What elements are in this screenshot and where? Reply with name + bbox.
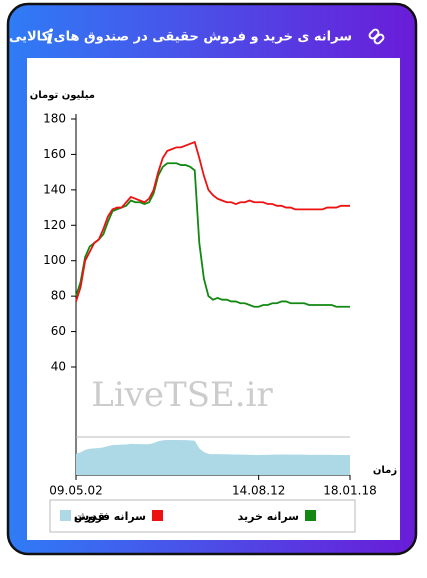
link-icon[interactable] — [368, 28, 385, 45]
legend-label: سرانه خرید — [238, 510, 299, 523]
x-tick-label: 09.05.02 — [49, 484, 102, 498]
y-tick-label: 40 — [51, 360, 66, 374]
y-tick-label: 100 — [43, 253, 66, 267]
title: سرانه ی خرید و فروش حقیقی در صندوق های ک… — [9, 30, 352, 45]
x-axis-label: زمان — [373, 465, 397, 476]
y-tick-label: 120 — [43, 218, 66, 232]
navigator-area — [76, 440, 350, 475]
y-tick-label: 180 — [43, 112, 66, 126]
y-axis-label: میلیون تومان — [30, 90, 95, 101]
legend-swatch — [305, 510, 316, 521]
legend-swatch — [60, 510, 71, 521]
y-tick-label: 60 — [51, 324, 66, 338]
y-tick-label: 140 — [43, 182, 66, 196]
legend — [49, 499, 356, 533]
y-tick-label: 160 — [43, 147, 66, 161]
info-icon[interactable]: i — [46, 25, 54, 49]
line — [75, 140, 350, 302]
legend-label: قدرت — [74, 510, 105, 523]
y-tick-label: 80 — [51, 289, 66, 303]
x-tick-label: 18.01.18 — [323, 484, 376, 498]
watermark: LiveTSE.ir — [91, 375, 273, 415]
x-tick-label: 14.08.12 — [232, 484, 285, 498]
legend-label: سرانه فروش — [74, 510, 146, 523]
legend-swatch — [152, 510, 163, 521]
